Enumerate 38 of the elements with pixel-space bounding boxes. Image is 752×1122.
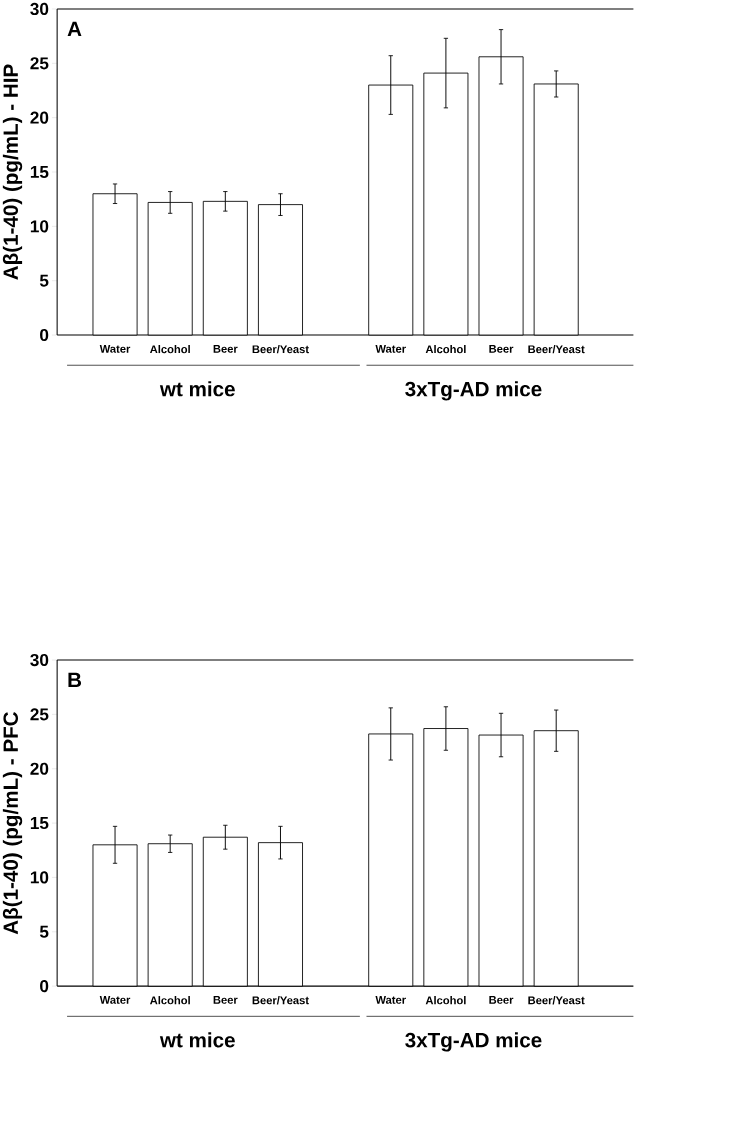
y-tick-label: 5 [39, 925, 49, 938]
x-tick-label: Beer [489, 996, 514, 1004]
annotation: B [68, 672, 81, 688]
y-tick-label: 15 [30, 166, 49, 178]
y-tick-label: 10 [30, 220, 49, 233]
y-axis-title: Aβ(1-40) (pg/mL) - HIP [2, 64, 23, 280]
y-tick-label: 25 [30, 708, 49, 721]
y-tick-label: 10 [30, 871, 49, 884]
x-tick-label: Beer/Yeast [528, 996, 585, 1005]
x-tick-label: Beer/Yeast [252, 996, 309, 1005]
text: 3xTg-AD mice [405, 381, 542, 401]
x-tick-label: Alcohol [149, 996, 190, 1005]
y-tick-label: 30 [30, 653, 49, 667]
y-tick-label: 5 [39, 274, 49, 287]
x-tick-label: Water [375, 996, 406, 1004]
y-tick-label: 15 [30, 817, 49, 830]
text: wt mice [159, 1032, 235, 1048]
text: wt mice [159, 381, 235, 397]
y-tick-label: 0 [39, 980, 49, 993]
x-tick-label: Beer/Yeast [528, 344, 585, 354]
x-tick-label: Alcohol [149, 344, 190, 354]
x-tick-label: Water [375, 344, 406, 353]
y-tick-label: 30 [30, 2, 49, 16]
x-tick-label: Beer [489, 344, 514, 353]
x-tick-label: Beer [213, 996, 238, 1004]
y-tick-label: 20 [30, 111, 49, 124]
annotation: A [67, 21, 82, 36]
x-tick-label: Alcohol [425, 344, 466, 354]
x-tick-label: Water [99, 344, 131, 353]
x-tick-label: Beer [213, 344, 238, 353]
y-axis-title: Aβ(1-40) (pg/mL) - PFC [2, 711, 23, 935]
x-tick-label: Beer/Yeast [252, 344, 309, 354]
y-tick-label: 25 [30, 57, 49, 70]
text: 3xTg-AD mice [405, 1032, 542, 1052]
y-tick-label: 20 [30, 762, 49, 775]
x-tick-label: Alcohol [425, 996, 466, 1005]
x-tick-label: Water [99, 996, 131, 1004]
y-tick-label: 0 [39, 328, 49, 342]
